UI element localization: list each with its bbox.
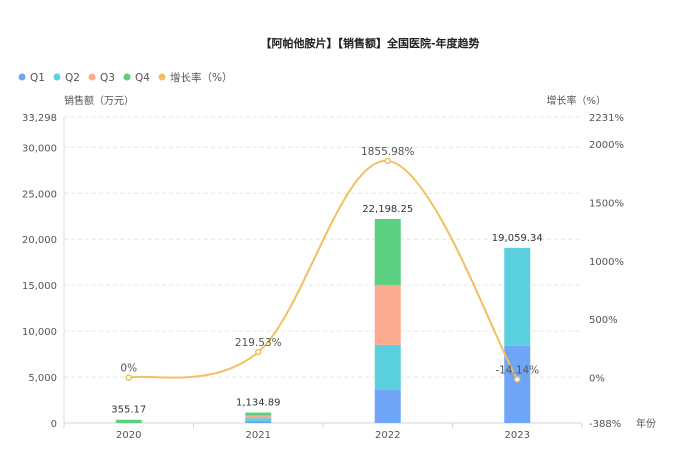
left-tick-label: 0 xyxy=(51,419,57,430)
left-tick-label: 5,000 xyxy=(28,373,57,384)
left-tick-label: 20,000 xyxy=(22,235,57,246)
bar-q3-2022 xyxy=(374,285,401,345)
legend-label: Q2 xyxy=(65,72,80,84)
right-tick-label: 2000% xyxy=(589,140,624,151)
x-tick-label: 2021 xyxy=(246,430,271,441)
bar-q2-2023 xyxy=(504,247,531,346)
bar-q4-2022 xyxy=(374,219,401,286)
legend-marker-3 xyxy=(123,73,131,81)
left-tick-label: 33,298 xyxy=(22,113,57,124)
bar-q1-2023 xyxy=(504,345,531,423)
legend-label: Q4 xyxy=(135,72,150,84)
x-tick-label: 2022 xyxy=(375,430,400,441)
right-tick-label: 1000% xyxy=(589,257,624,268)
bar-q4-2021 xyxy=(245,412,272,416)
growth-point xyxy=(255,348,262,356)
bar-q3-2021 xyxy=(245,415,272,419)
left-tick-label: 25,000 xyxy=(22,189,57,200)
right-tick-label: 1500% xyxy=(589,198,624,209)
legend-marker-4 xyxy=(158,73,166,81)
growth-label: 219.53% xyxy=(235,337,282,349)
legend-label: 增长率（%） xyxy=(170,71,232,84)
bar-total-label: 355.17 xyxy=(111,405,146,416)
legend-marker-0 xyxy=(18,73,26,81)
bar-q2-2022 xyxy=(374,344,401,390)
bar-q1-2022 xyxy=(374,389,401,423)
growth-label: 0% xyxy=(120,363,137,375)
bar-q2-2021 xyxy=(245,418,272,421)
left-tick-label: 30,000 xyxy=(22,143,57,154)
left-tick-label: 15,000 xyxy=(22,281,57,292)
left-axis-label: 销售额（万元） xyxy=(64,94,134,107)
bar-total-label: 22,198.25 xyxy=(362,204,413,215)
bar-q1-2021 xyxy=(245,420,272,423)
right-tick-label: 2231% xyxy=(589,113,624,124)
growth-point xyxy=(125,374,132,381)
x-tick-label: 2020 xyxy=(116,430,141,441)
right-tick-label: -388% xyxy=(589,419,621,430)
bar-total-label: 19,059.34 xyxy=(492,233,543,244)
chart-title: 【阿帕他胺片】【销售额】全国医院-年度趋势 xyxy=(260,36,479,50)
legend-label: Q1 xyxy=(30,72,45,84)
bar-total-label: 1,134.89 xyxy=(236,398,281,409)
left-tick-label: 10,000 xyxy=(22,327,57,338)
right-tick-label: 500% xyxy=(589,315,618,326)
right-axis-label: 增长率（%） xyxy=(546,94,606,107)
legend-marker-1 xyxy=(53,73,61,81)
growth-line xyxy=(128,159,519,380)
growth-label: 1855.98% xyxy=(361,146,414,158)
legend-label: Q3 xyxy=(100,72,115,84)
x-tick-label: 2023 xyxy=(505,430,530,441)
right-tick-label: 0% xyxy=(589,374,605,385)
x-axis-label: 年份 xyxy=(636,417,656,430)
legend-marker-2 xyxy=(88,73,96,81)
growth-point xyxy=(384,157,391,165)
bar-q4-2020 xyxy=(115,419,142,423)
growth-label: -14.14% xyxy=(495,364,539,376)
growth-point xyxy=(514,376,521,383)
